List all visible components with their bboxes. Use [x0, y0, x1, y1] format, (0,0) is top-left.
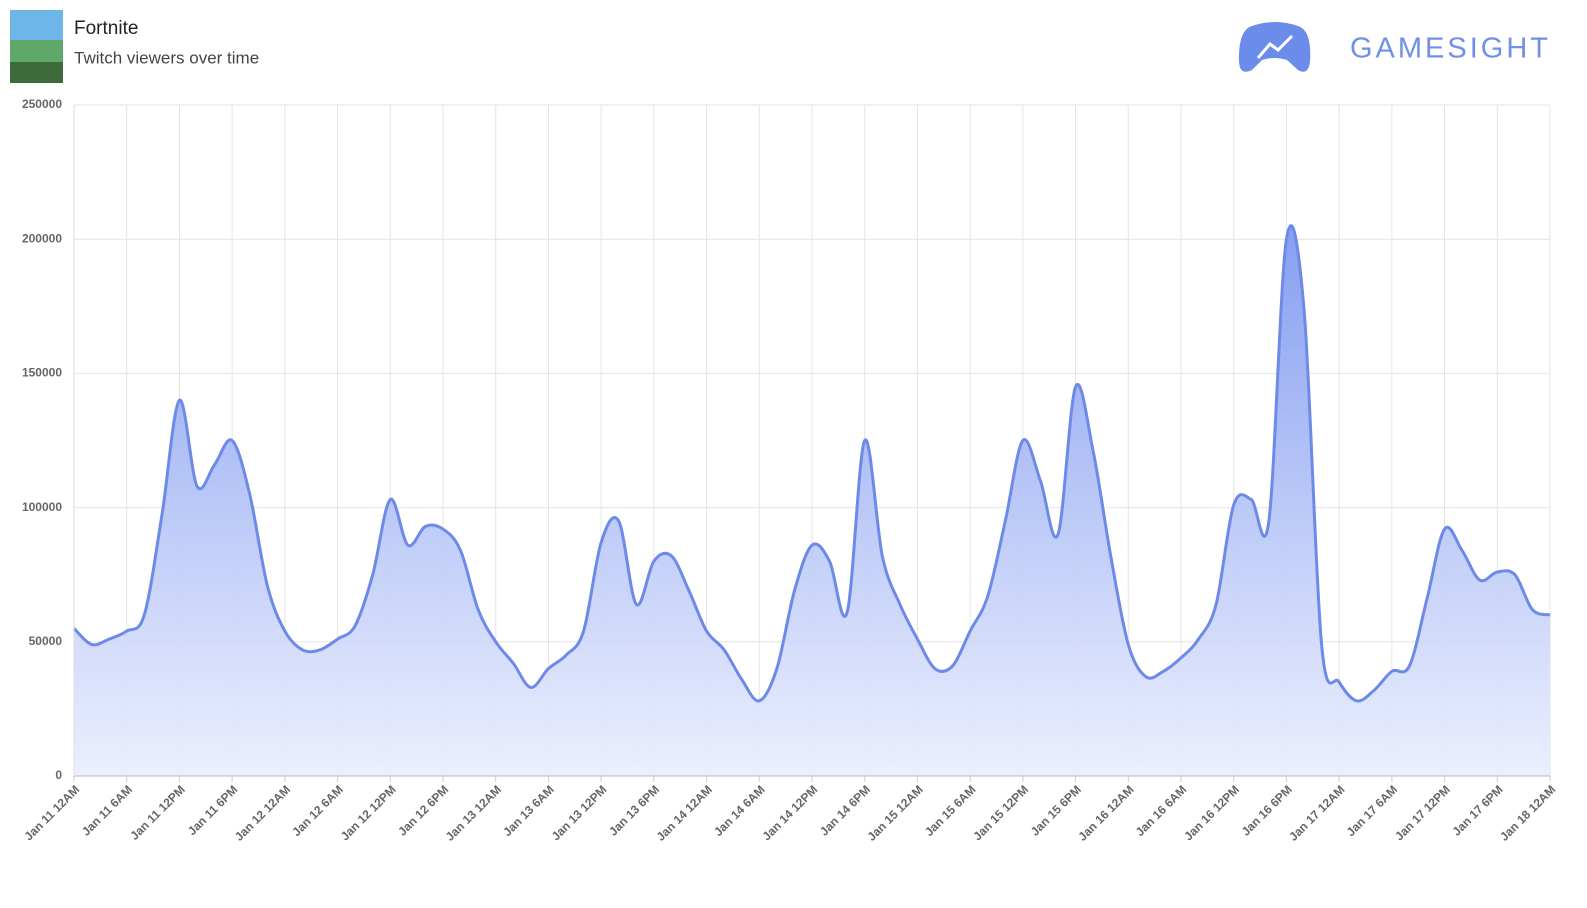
- x-tick-label: Jan 11 6PM: [185, 782, 241, 838]
- y-tick-label: 50000: [29, 634, 63, 648]
- x-tick-label: Jan 16 12AM: [1075, 782, 1136, 843]
- x-tick-label: Jan 15 12AM: [864, 782, 925, 843]
- x-tick-label: Jan 13 6PM: [606, 782, 662, 838]
- x-tick-label: Jan 16 6AM: [1133, 782, 1190, 839]
- y-tick-label: 200000: [22, 231, 62, 245]
- x-tick-label: Jan 13 6AM: [500, 782, 557, 839]
- x-tick-label: Jan 15 12PM: [970, 782, 1031, 843]
- x-tick-label: Jan 15 6PM: [1028, 782, 1084, 838]
- x-tick-label: Jan 14 12PM: [760, 782, 821, 843]
- x-tick-label: Jan 13 12AM: [443, 782, 504, 843]
- x-tick-label: Jan 17 12AM: [1286, 782, 1347, 843]
- x-tick-label: Jan 12 6AM: [289, 782, 346, 839]
- x-tick-label: Jan 16 12PM: [1181, 782, 1242, 843]
- x-tick-label: Jan 12 12PM: [338, 782, 399, 843]
- x-tick-label: Jan 13 12PM: [549, 782, 610, 843]
- line: [72, 224, 1551, 703]
- x-tick-label: Jan 17 6PM: [1450, 782, 1506, 838]
- y-tick-label: 150000: [22, 366, 62, 380]
- x-tick-label: Jan 11 12PM: [127, 782, 187, 842]
- y-tick-label: 0: [55, 768, 62, 782]
- x-tick-label: Jan 16 6PM: [1239, 782, 1295, 838]
- title: Fortnite: [74, 18, 138, 39]
- x-tick-label: Jan 15 6AM: [922, 782, 979, 839]
- x-tick-label: Jan 18 12AM: [1497, 782, 1558, 843]
- x-tick-label: Jan 12 12AM: [232, 782, 293, 843]
- brand-name: GAMESIGHT: [1350, 33, 1551, 65]
- x-tick-label: Jan 14 12AM: [654, 782, 715, 843]
- x-tick-label: Jan 17 12PM: [1392, 782, 1453, 843]
- area-fill: [74, 225, 1550, 776]
- x-tick-label: Jan 14 6PM: [817, 782, 873, 838]
- x-tick-label: Jan 11 6AM: [79, 782, 135, 838]
- game-icon: [10, 10, 63, 83]
- x-tick-label: Jan 12 6PM: [395, 782, 451, 838]
- brand-logo-arrow: [1256, 34, 1294, 59]
- subtitle: Twitch viewers over time: [74, 48, 259, 67]
- y-tick-label: 100000: [22, 500, 62, 514]
- y-tick-label: 250000: [22, 97, 62, 111]
- x-tick-label: Jan 17 6AM: [1344, 782, 1401, 839]
- x-tick-label: Jan 11 12AM: [22, 782, 83, 843]
- x-tick-label: Jan 14 6AM: [711, 782, 768, 839]
